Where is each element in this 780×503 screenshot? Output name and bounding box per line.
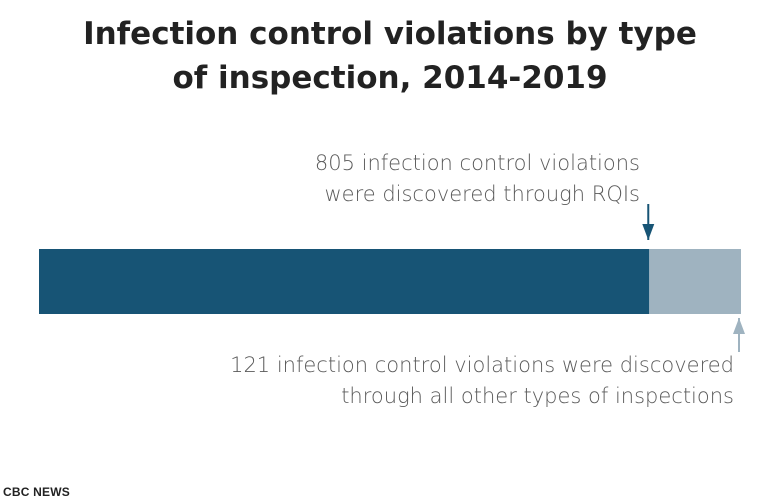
chart-title-line-1: Infection control violations by type bbox=[83, 16, 697, 52]
other-inspections-arrow bbox=[733, 318, 745, 352]
rqi-annotation-line-1: 805 infection control violations bbox=[314, 151, 640, 175]
chart-title: Infection control violations by type of … bbox=[0, 12, 780, 100]
rqi-arrow bbox=[642, 204, 655, 240]
arrow-group bbox=[642, 204, 745, 352]
chart-title-line-2: of inspection, 2014-2019 bbox=[172, 60, 608, 96]
other-annotation-line-2: through all other types of inspections bbox=[341, 384, 734, 408]
rqi-annotation-line-2: were discovered through RQIs bbox=[324, 182, 640, 206]
bar-group bbox=[39, 249, 741, 314]
rqi-annotation: 805 infection control violations were di… bbox=[315, 148, 640, 210]
other-annotation-line-1: 121 infection control violations were di… bbox=[230, 353, 734, 377]
other-inspections-annotation: 121 infection control violations were di… bbox=[230, 350, 734, 412]
bar-segment-1 bbox=[39, 249, 650, 314]
bar-segment-2 bbox=[649, 249, 741, 314]
source-credit: CBC NEWS bbox=[3, 485, 70, 499]
